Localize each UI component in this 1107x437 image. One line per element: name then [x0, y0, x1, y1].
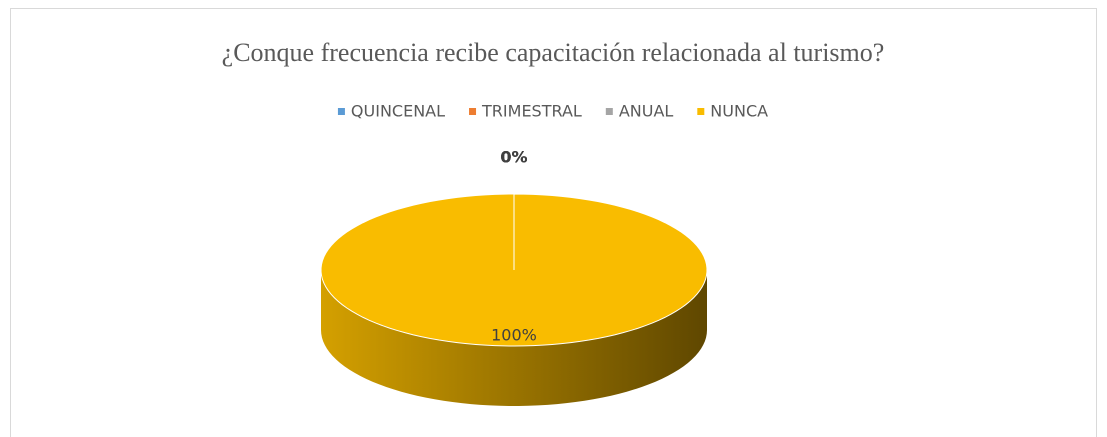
legend-swatch — [469, 108, 477, 115]
data-label: 100% — [491, 326, 537, 345]
legend-swatch — [697, 108, 705, 115]
legend-label: NUNCA — [710, 102, 768, 121]
chart-title: ¿Conque frecuencia recibe capacitación r… — [222, 38, 885, 67]
data-label: 0% — [500, 148, 527, 167]
data-label: 0% — [500, 148, 527, 167]
legend-label: ANUAL — [619, 102, 674, 121]
pie-slice — [320, 193, 708, 347]
legend-swatch — [605, 108, 613, 115]
pie-side — [321, 270, 707, 406]
legend-swatch — [337, 108, 345, 115]
legend-label: QUINCENAL — [351, 102, 445, 121]
legend-label: TRIMESTRAL — [481, 102, 582, 121]
data-label: 0% — [500, 148, 527, 167]
